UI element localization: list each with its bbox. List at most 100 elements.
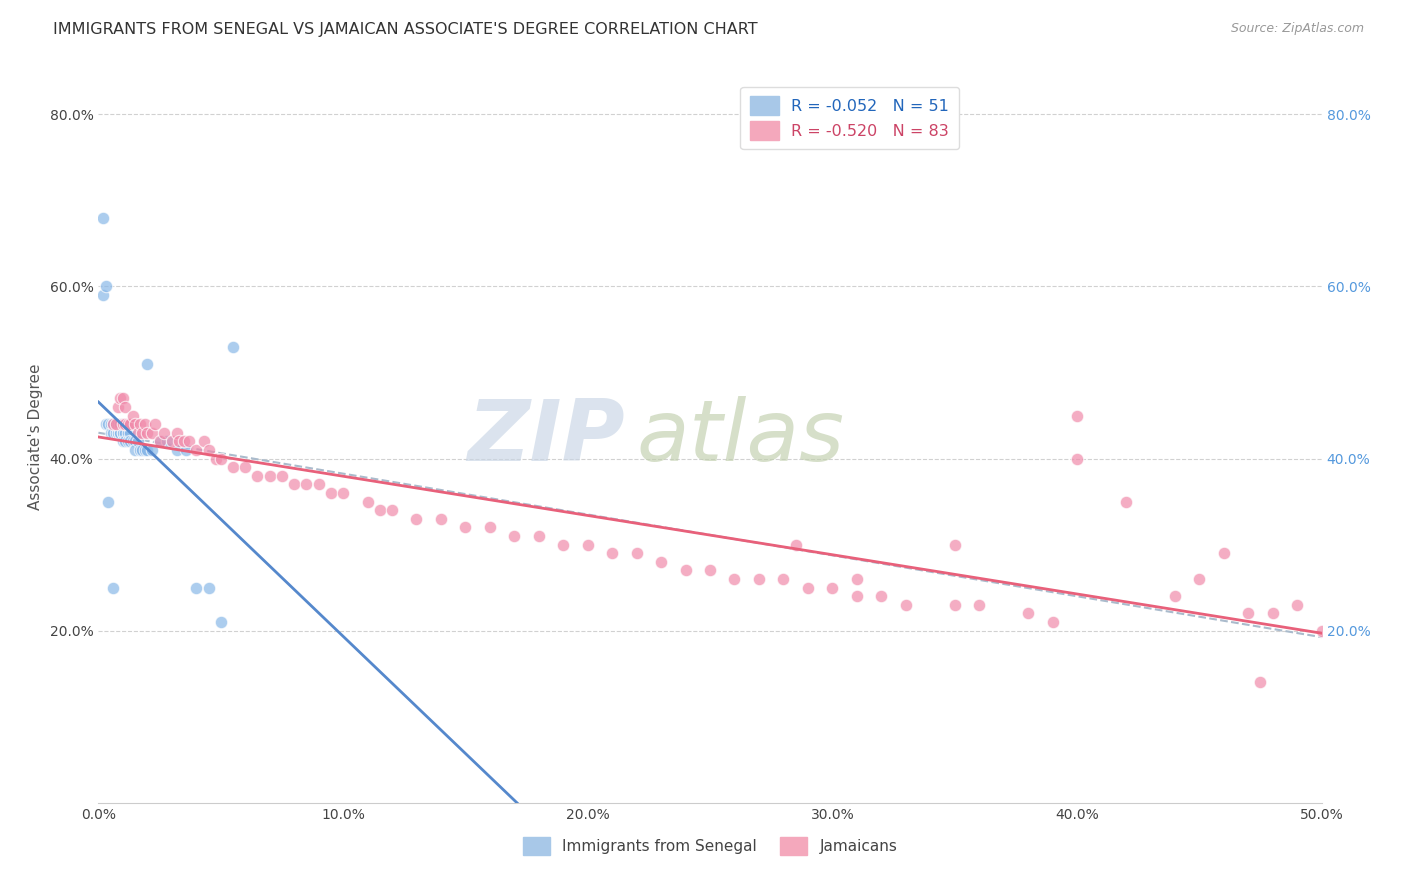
Point [1066, 451, 1088, 466]
Point [110, 417, 132, 432]
Point [845, 572, 868, 586]
Point [894, 598, 917, 612]
Point [723, 572, 745, 586]
Point [368, 503, 391, 517]
Point [967, 598, 990, 612]
Point [120, 417, 142, 432]
Point [1212, 546, 1234, 560]
Point [101, 581, 124, 595]
Point [503, 529, 526, 543]
Point [111, 434, 134, 449]
Point [104, 417, 127, 432]
Point [101, 417, 124, 432]
Point [332, 486, 354, 500]
Point [553, 538, 575, 552]
Point [136, 357, 159, 371]
Point [270, 468, 294, 483]
Point [120, 425, 142, 440]
Point [600, 546, 623, 560]
Point [177, 434, 200, 449]
Point [797, 581, 820, 595]
Point [295, 477, 318, 491]
Point [845, 589, 868, 603]
Point [124, 417, 146, 432]
Point [120, 434, 142, 449]
Point [104, 417, 127, 432]
Point [166, 425, 188, 440]
Y-axis label: Associate's Degree: Associate's Degree [28, 364, 42, 510]
Point [110, 392, 132, 406]
Point [156, 434, 179, 449]
Point [209, 615, 232, 629]
Text: ZIP: ZIP [467, 395, 624, 479]
Point [1310, 624, 1333, 638]
Point [127, 434, 149, 449]
Point [356, 494, 378, 508]
Point [141, 425, 163, 440]
Text: Source: ZipAtlas.com: Source: ZipAtlas.com [1230, 22, 1364, 36]
Point [134, 442, 156, 457]
Point [675, 564, 697, 578]
Point [166, 442, 188, 457]
Point [107, 417, 129, 432]
Point [650, 555, 672, 569]
Point [136, 442, 159, 457]
Point [785, 538, 807, 552]
Point [1042, 615, 1064, 629]
Point [111, 425, 134, 440]
Point [870, 589, 893, 603]
Point [197, 442, 219, 457]
Point [186, 581, 208, 595]
Text: IMMIGRANTS FROM SENEGAL VS JAMAICAN ASSOCIATE'S DEGREE CORRELATION CHART: IMMIGRANTS FROM SENEGAL VS JAMAICAN ASSO… [53, 22, 758, 37]
Point [114, 434, 136, 449]
Point [131, 442, 153, 457]
Point [111, 392, 134, 406]
Point [222, 340, 245, 354]
Point [100, 425, 122, 440]
Legend: Immigrants from Senegal, Jamaicans: Immigrants from Senegal, Jamaicans [516, 831, 904, 861]
Point [110, 425, 132, 440]
Point [111, 425, 134, 440]
Point [101, 417, 124, 432]
Point [136, 425, 159, 440]
Point [107, 425, 129, 440]
Point [748, 572, 770, 586]
Point [104, 425, 127, 440]
Point [97, 417, 120, 432]
Point [176, 442, 198, 457]
Point [124, 442, 146, 457]
Point [127, 425, 149, 440]
Point [943, 598, 966, 612]
Point [107, 425, 129, 440]
Point [100, 417, 122, 432]
Point [141, 442, 163, 457]
Point [1237, 607, 1260, 621]
Point [205, 451, 228, 466]
Point [167, 434, 190, 449]
Point [186, 442, 208, 457]
Point [117, 425, 139, 440]
Point [114, 417, 136, 432]
Point [117, 434, 139, 449]
Point [91, 288, 114, 302]
Point [626, 546, 648, 560]
Point [124, 434, 146, 449]
Point [1017, 607, 1039, 621]
Point [283, 477, 305, 491]
Point [197, 581, 219, 595]
Point [121, 409, 143, 423]
Point [94, 279, 117, 293]
Point [153, 425, 176, 440]
Point [104, 417, 127, 432]
Point [222, 460, 245, 475]
Point [134, 417, 156, 432]
Point [129, 442, 152, 457]
Point [1188, 572, 1211, 586]
Point [121, 434, 143, 449]
Point [381, 503, 404, 517]
Point [478, 520, 501, 534]
Point [117, 417, 139, 432]
Point [209, 451, 232, 466]
Point [111, 417, 134, 432]
Point [193, 434, 215, 449]
